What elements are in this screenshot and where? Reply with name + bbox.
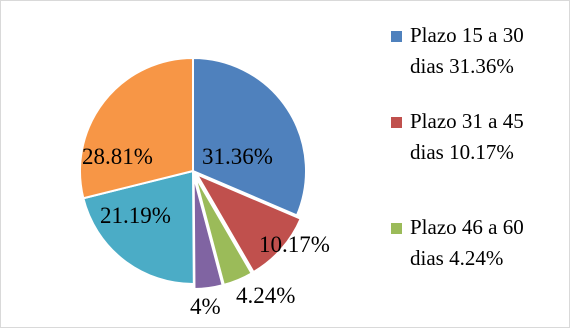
legend-label-2-line-1: Plazo 31 a 45 — [410, 109, 524, 133]
data-label-6: 28.81% — [82, 144, 153, 169]
data-label-1: 31.36% — [202, 144, 273, 169]
data-label-4: 4% — [190, 294, 221, 319]
pie-slice-5 — [82, 169, 195, 285]
legend-label-1-line-2: dias 31.36% — [410, 54, 514, 78]
pie-slice-2 — [194, 172, 302, 274]
legend-marker-2 — [391, 117, 402, 128]
pie-slice-4 — [192, 175, 224, 290]
legend-label-2-line-2: dias 10.17% — [410, 140, 514, 164]
pie-slices — [79, 56, 307, 290]
data-label-3: 4.24% — [236, 283, 295, 308]
legend-label-3-line-1: Plazo 46 a 60 — [410, 215, 524, 239]
data-label-2: 10.17% — [259, 232, 330, 257]
pie-slice-6 — [79, 56, 194, 200]
pie-slice-1 — [192, 56, 307, 217]
legend-label-3-line-2: dias 4.24% — [410, 246, 503, 270]
data-label-5: 21.19% — [100, 203, 171, 228]
legend: Plazo 15 a 30 dias 31.36% Plazo 31 a 45 dia… — [391, 23, 524, 270]
legend-marker-3 — [391, 223, 402, 234]
legend-marker-1 — [391, 31, 402, 42]
legend-label-1-line-1: Plazo 15 a 30 — [410, 23, 524, 47]
pie-data-labels: 31.36% 10.17% 4.24% 4% 21.19% 28.81% — [82, 144, 330, 319]
pie-slice-3 — [193, 175, 254, 287]
